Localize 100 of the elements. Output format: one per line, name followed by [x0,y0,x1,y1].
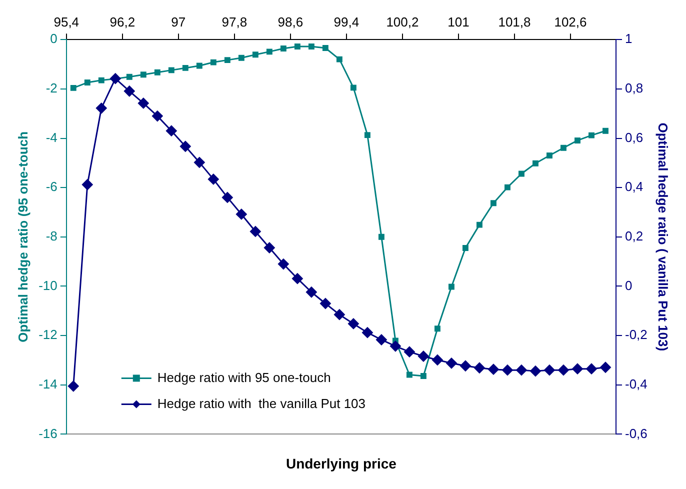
point [588,132,594,138]
point [490,200,496,206]
y2-axis-title: Optimal hedge ratio ( vanilla Put 103) [656,122,671,352]
point [336,56,342,62]
y-tick-label: -12 [38,327,58,342]
y-tick-label: -8 [46,228,58,244]
point [364,132,370,138]
point [586,363,597,374]
point [306,286,317,298]
point [418,350,429,362]
x-tick-label: 101,8 [498,14,531,30]
point [322,45,328,51]
x-tick-label: 96,2 [110,14,136,30]
point [334,309,345,320]
point [572,363,583,374]
y-axis-title: Optimal hedge ratio (95 one-touch [15,131,30,342]
point [476,222,482,228]
x-axis-title: Underlying price [286,455,397,472]
point [82,179,93,190]
x-tick-label: 97 [171,14,186,30]
point [420,373,426,379]
y2-tick-label: 0,2 [625,228,644,244]
point [278,258,289,270]
point [84,80,90,86]
point [602,128,608,134]
point [474,362,485,374]
x-tick-label: 101 [448,14,470,30]
y-tick-label: -16 [38,426,58,441]
y-tick-label: -4 [46,130,58,145]
y-tick-label: 0 [50,31,58,46]
point [350,84,356,91]
y2-tick-label: -0,4 [625,376,648,392]
point [238,54,244,61]
y2-tick-label: 0,8 [625,80,644,96]
point [138,98,149,109]
point [182,64,188,71]
x-tick-label: 97,8 [222,14,248,30]
point [460,360,471,372]
x-tick-label: 102,6 [554,14,587,30]
point [348,318,359,330]
x-tick-label: 95,4 [54,14,80,30]
y2-tick-label: -0,2 [625,327,648,342]
point [294,44,300,50]
legend-label: Hedge ratio with the vanilla Put 103 [157,396,366,411]
point [250,226,261,237]
point [558,364,569,376]
point [210,59,216,66]
point [152,110,163,122]
point [462,245,468,251]
point [376,334,387,346]
point [600,362,611,373]
y-tick-label: -14 [38,376,58,392]
legend-label: Hedge ratio with 95 one-touch [157,370,331,385]
point [266,48,272,55]
point [224,57,230,64]
point [222,192,233,203]
point [404,346,415,358]
point [434,326,440,332]
point [236,208,247,220]
point [504,184,510,190]
point [320,298,331,309]
point [502,364,513,376]
point [544,364,555,376]
y2-tick-label: 0 [625,278,632,293]
point [378,234,384,240]
point [168,67,174,74]
point [154,69,160,76]
point [194,156,205,168]
point [390,340,401,352]
point [208,174,219,185]
x-tick-label: 99,4 [334,14,360,30]
point [180,140,191,152]
point [574,137,580,144]
point [488,364,499,375]
point [280,46,286,52]
y2-tick-label: 0,6 [625,130,644,145]
point [166,125,177,136]
y-tick-label: -2 [46,80,58,96]
point [516,364,527,376]
point [518,170,524,177]
x-tick-label: 100,2 [386,14,419,30]
point [196,62,202,69]
point [530,366,541,377]
x-tick-label: 98,6 [278,14,304,30]
y2-tick-label: 1 [625,31,632,46]
point [98,77,104,84]
point [70,84,76,91]
point [68,380,79,392]
point [110,73,121,84]
point [406,372,412,378]
point [448,284,454,290]
point [546,152,552,158]
point [446,358,457,369]
point [96,102,107,114]
y-tick-label: -10 [38,278,58,293]
point [308,44,314,50]
y-tick-label: -6 [46,179,58,194]
point [264,242,275,254]
y2-tick-label: 0,4 [625,179,644,194]
point [532,160,538,166]
